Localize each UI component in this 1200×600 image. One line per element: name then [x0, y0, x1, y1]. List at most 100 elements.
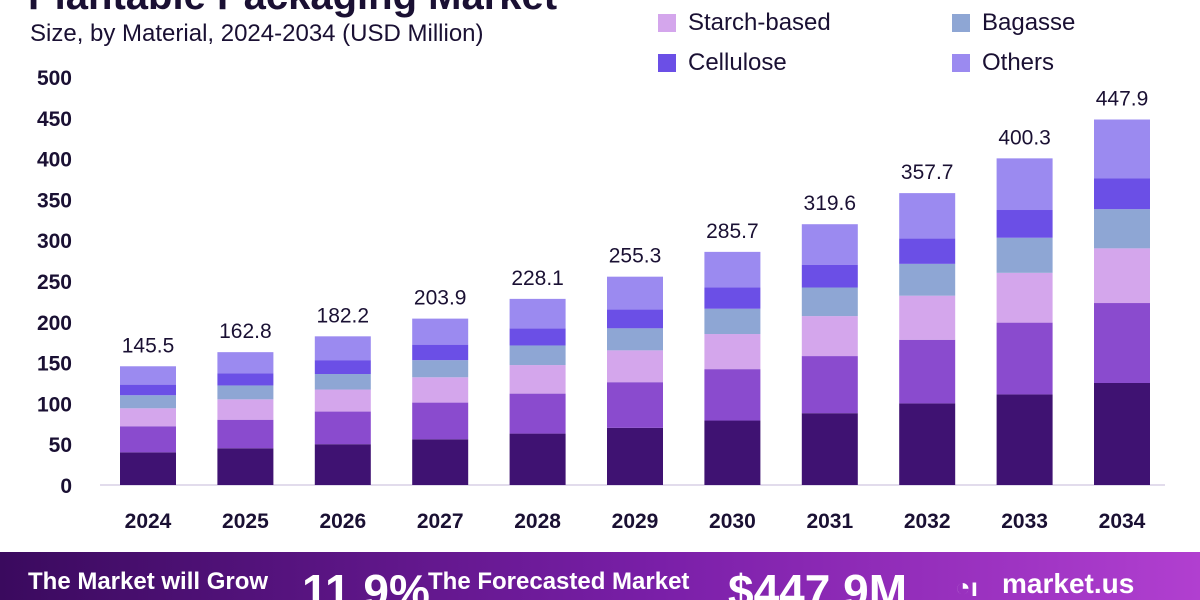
footer-banner: The Market will Grow 11.9% The Forecaste… [0, 552, 1200, 600]
bar-segment-2030-others [704, 251, 761, 288]
legend-label-others: Others [982, 49, 1055, 76]
total-label-2024: 145.5 [122, 334, 175, 357]
bar-segment-2027-bagasse [412, 360, 469, 378]
total-label-2025: 162.8 [219, 320, 272, 343]
y-tick-label: 250 [37, 271, 72, 294]
bar-segment-2033-cellulose [996, 210, 1053, 238]
bar-segment-2025-others [217, 352, 274, 374]
bar-segment-2024-starch-based [120, 408, 176, 427]
footer-grow-text: The Market will Grow [28, 568, 269, 595]
footer-forecast-text: The Forecasted Market [428, 568, 690, 595]
bar-segment-2027-series-2 [412, 402, 469, 440]
bar-segment-2028-starch-based [509, 365, 566, 394]
bars [120, 119, 1150, 485]
bar-segment-2034-cellulose [1094, 178, 1150, 210]
x-tick-label-2027: 2027 [417, 510, 464, 533]
bar-segment-2030-series-1 [704, 420, 761, 485]
x-tick-label-2028: 2028 [514, 510, 561, 533]
bar-segment-2028-others [509, 298, 566, 329]
bar-segment-2024-others [120, 366, 176, 385]
x-tick-label-2025: 2025 [222, 510, 269, 533]
legend-item-others: Others [952, 48, 1054, 78]
y-tick-label: 200 [37, 312, 72, 335]
bar-segment-2026-series-2 [314, 411, 371, 445]
bar-segment-2028-bagasse [509, 345, 566, 366]
legend-swatch-cellulose [658, 54, 676, 72]
legend-item-cellulose: Cellulose [658, 48, 787, 78]
bar-segment-2027-starch-based [412, 377, 469, 403]
bar-segment-2032-cellulose [899, 238, 956, 264]
bar-segment-2028-series-2 [509, 393, 566, 434]
bar-segment-2029-cellulose [607, 309, 663, 329]
bar-segment-2032-series-2 [899, 339, 956, 404]
bar-segment-2031-series-2 [801, 356, 858, 414]
bar-segment-2026-starch-based [314, 389, 371, 412]
y-tick-label: 0 [60, 475, 72, 498]
bar-segment-2024-series-2 [120, 426, 176, 453]
footer-brand: market.us [1002, 568, 1135, 599]
y-axis-ticks: 0 50 100 150 200 250 300 350 400 450 500 [37, 67, 72, 498]
total-labels: 145.5 162.8 182.2 203.9 228.1 255.3 285.7 319.6… [122, 88, 1149, 358]
bar-segment-2027-cellulose [412, 344, 469, 361]
bar-segment-2024-series-1 [120, 452, 176, 485]
total-label-2030: 285.7 [706, 220, 759, 243]
bar-segment-2026-others [314, 336, 371, 361]
bar-segment-2034-others [1094, 119, 1150, 179]
y-tick-label: 500 [37, 67, 72, 90]
y-tick-label: 400 [37, 149, 72, 172]
bar-segment-2033-bagasse [996, 237, 1053, 273]
total-label-2031: 319.6 [804, 192, 857, 215]
x-tick-label-2030: 2030 [709, 510, 756, 533]
bar-segment-2031-others [801, 224, 858, 265]
bar-segment-2029-series-1 [607, 427, 663, 485]
bar-segment-2033-others [996, 158, 1053, 211]
legend-item-starch-based: Starch-based [658, 8, 831, 38]
bar-segment-2024-cellulose [120, 384, 176, 396]
bar-segment-2024-bagasse [120, 395, 176, 409]
bar-segment-2028-series-1 [509, 433, 566, 485]
bar-segment-2026-cellulose [314, 360, 371, 375]
total-label-2026: 182.2 [317, 304, 370, 327]
bar-segment-2033-starch-based [996, 272, 1053, 323]
legend-item-bagasse: Bagasse [952, 8, 1075, 38]
bar-segment-2030-bagasse [704, 308, 761, 335]
y-tick-label: 150 [37, 353, 72, 376]
y-tick-label: 450 [37, 108, 72, 131]
bar-segment-2025-series-2 [217, 419, 274, 449]
bar-segment-2029-series-2 [607, 382, 663, 428]
y-tick-label: 50 [49, 434, 72, 457]
y-tick-label: 300 [37, 230, 72, 253]
bar-segment-2027-series-1 [412, 439, 469, 485]
bar-segment-2033-series-1 [996, 394, 1053, 485]
bar-segment-2025-starch-based [217, 399, 274, 420]
bar-segment-2027-others [412, 318, 469, 345]
bar-segment-2029-others [607, 276, 663, 310]
legend-swatch-starch-based [658, 14, 676, 32]
bar-segment-2025-cellulose [217, 373, 274, 386]
footer-cagr-value: 11.9% [302, 565, 430, 600]
total-label-2032: 357.7 [901, 161, 954, 184]
total-label-2027: 203.9 [414, 287, 467, 310]
bar-segment-2031-cellulose [801, 264, 858, 288]
bar-segment-2029-bagasse [607, 328, 663, 351]
bar-segment-2026-bagasse [314, 374, 371, 390]
x-axis-ticks: 2024 2025 2026 2027 2028 2029 2030 2031 2032 2033… [125, 510, 1146, 533]
bar-segment-2032-starch-based [899, 295, 956, 340]
bar-segment-2028-cellulose [509, 328, 566, 346]
bar-segment-2031-series-1 [801, 413, 858, 485]
bar-segment-2025-series-1 [217, 448, 274, 485]
bar-segment-2030-starch-based [704, 334, 761, 370]
y-tick-label: 350 [37, 189, 72, 212]
x-tick-label-2034: 2034 [1099, 510, 1146, 533]
bar-segment-2030-series-2 [704, 369, 761, 421]
legend-swatch-bagasse [952, 14, 970, 32]
total-label-2034: 447.9 [1096, 88, 1149, 111]
bar-segment-2034-bagasse [1094, 209, 1150, 249]
legend-label-bagasse: Bagasse [982, 9, 1076, 36]
footer-forecast-value: $447.9M [728, 565, 908, 600]
y-tick-label: 100 [37, 393, 72, 416]
bar-segment-2025-bagasse [217, 385, 274, 400]
bar-segment-2032-series-1 [899, 403, 956, 485]
bar-segment-2029-starch-based [607, 350, 663, 383]
legend-swatch-others [952, 54, 970, 72]
